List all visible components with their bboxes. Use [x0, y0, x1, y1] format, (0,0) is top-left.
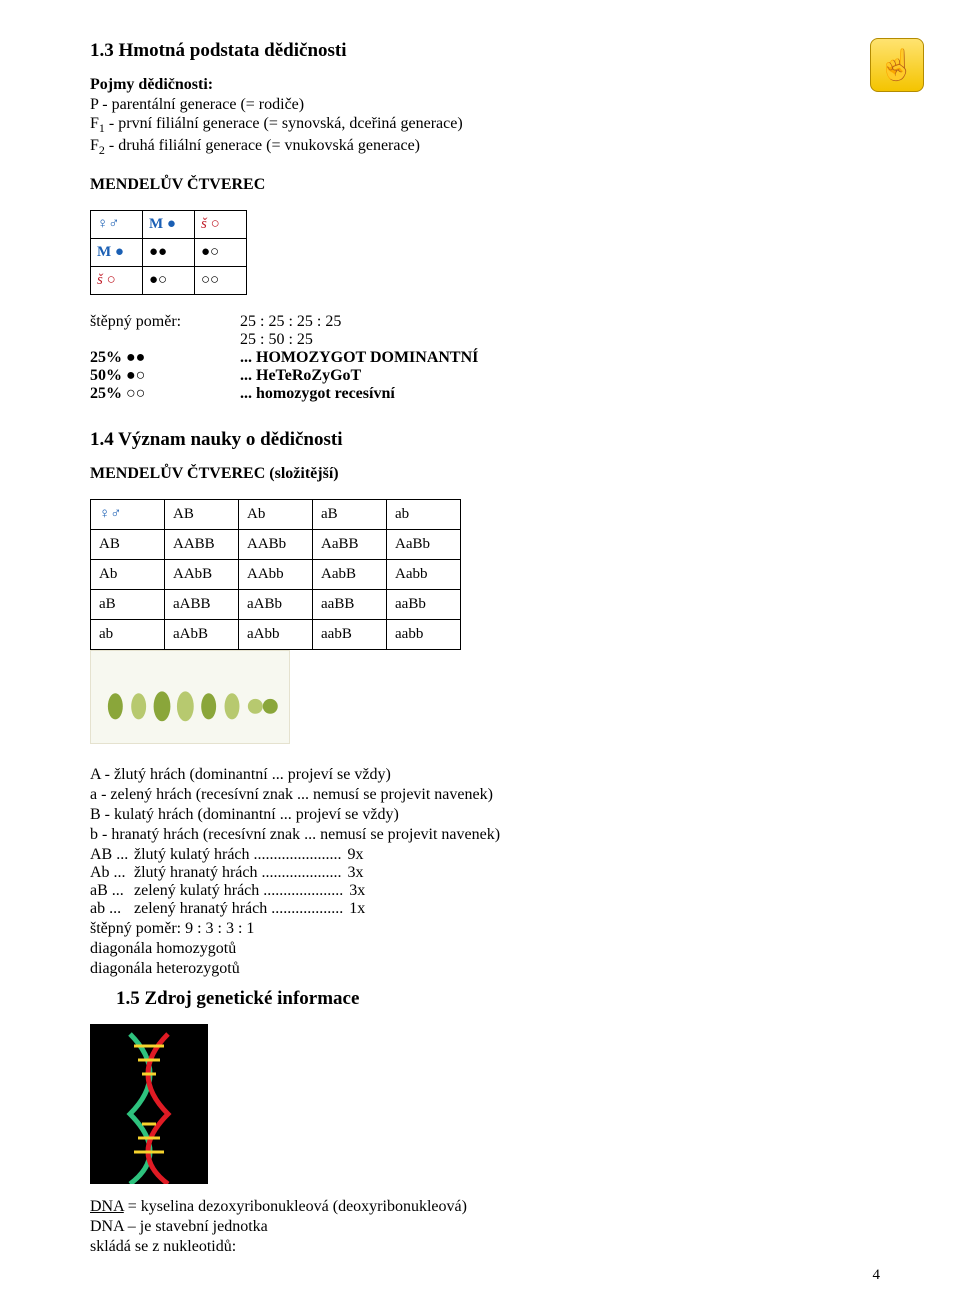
def-F1-post: - první filiální generace (= synovská, d… [105, 115, 463, 132]
ratio-lab-5: 25% ○○ [90, 385, 240, 403]
p2-r4c2: aAbb [239, 620, 313, 650]
p2-r4c0: ab [91, 620, 165, 650]
page-number: 4 [873, 1267, 881, 1284]
p2-r2c3: AabB [313, 560, 387, 590]
note-a: a - zelený hrách (recesívní znak ... nem… [90, 786, 900, 804]
p2-r2c1: AAbB [165, 560, 239, 590]
ratio-lab-3: 25% ●● [90, 349, 240, 367]
p2-h4: ab [387, 500, 461, 530]
ratio-block: štěpný poměr:25 : 25 : 25 : 25 25 : 50 :… [90, 313, 900, 403]
p-col-s: š ○ [201, 216, 220, 232]
p2-r3c0: aB [91, 590, 165, 620]
note-icon: ☝ [870, 38, 924, 92]
p2-r1c0: AB [91, 530, 165, 560]
diag-hetero: diagonála heterozygotů [90, 960, 900, 978]
p2-r1c3: AaBB [313, 530, 387, 560]
p2-r1c2: AABb [239, 530, 313, 560]
pojmy-heading: Pojmy dědičnosti: [90, 76, 900, 94]
legend-block: A - žlutý hrách (dominantní ... projeví … [90, 766, 900, 978]
note-B: B - kulatý hrách (dominantní ... projeví… [90, 806, 900, 824]
p2-r2c0: Ab [91, 560, 165, 590]
dna-underline: DNA [90, 1198, 124, 1215]
ab4b: zelený hranatý hrách .................. [134, 900, 343, 918]
dna-block: DNA = kyselina dezoxyribonukleová (deoxy… [90, 1198, 900, 1256]
p-21: ●○ [143, 267, 195, 295]
mendel-label: MENDELŮV ČTVEREC [90, 176, 900, 194]
ratio-val-3: ... HOMOZYGOT DOMINANTNÍ [240, 349, 478, 367]
punnett-4x4: ♀♂ AB Ab aB ab AB AABB AABb AaBB AaBb Ab… [90, 499, 461, 650]
p2-h2: Ab [239, 500, 313, 530]
p2-r3c2: aABb [239, 590, 313, 620]
ratio-lab-1: štěpný poměr: [90, 313, 240, 331]
p2-h0: ♀♂ [99, 506, 122, 522]
p2-r4c1: aAbB [165, 620, 239, 650]
ab4a: ab ... [90, 900, 134, 918]
p-row-s: š ○ [97, 272, 116, 288]
section-1-5-title: 1.5 Zdroj genetické informace [116, 988, 900, 1010]
p2-r1c4: AaBb [387, 530, 461, 560]
punnett-2x2: ♀♂ M ● š ○ M ● ●● ●○ š ○ ●○ ○○ [90, 210, 247, 295]
def-F2-post: - druhá filiální generace (= vnukovská g… [105, 137, 420, 154]
ratio-val-2: 25 : 50 : 25 [240, 331, 313, 349]
ratio-val-1: 25 : 25 : 25 : 25 [240, 313, 341, 331]
p2-r4c4: aabb [387, 620, 461, 650]
dna-line-1: DNA = kyselina dezoxyribonukleová (deoxy… [90, 1198, 900, 1216]
ab2b: žlutý hranatý hrách .................... [134, 864, 342, 882]
p2-r1c1: AABB [165, 530, 239, 560]
dna-image [90, 1024, 208, 1184]
mendel-2-label: MENDELŮV ČTVEREC (složitější) [90, 465, 900, 483]
ab2c: 3x [348, 864, 364, 882]
p2-r2c4: Aabb [387, 560, 461, 590]
note-b: b - hranatý hrách (recesívní znak ... ne… [90, 826, 900, 844]
split-ratio: štěpný poměr: 9 : 3 : 3 : 1 [90, 920, 900, 938]
ab3a: aB ... [90, 882, 134, 900]
section-1-4-title: 1.4 Význam nauky o dědičnosti [90, 429, 900, 451]
ratio-lab-2 [90, 331, 240, 349]
dna-line-2: DNA – je stavební jednotka [90, 1218, 900, 1236]
ratio-lab-4: 50% ●○ [90, 367, 240, 385]
p-12: ●○ [195, 239, 247, 267]
dna-line-3: skládá se z nukleotidů: [90, 1238, 900, 1256]
ab1c: 9x [348, 846, 364, 864]
def-P: P - parentální generace (= rodiče) [90, 96, 900, 114]
p2-h1: AB [165, 500, 239, 530]
p2-r3c3: aaBB [313, 590, 387, 620]
def-F2-pre: F [90, 137, 99, 154]
p2-r4c3: aabB [313, 620, 387, 650]
section-1-3-title: 1.3 Hmotná podstata dědičnosti [90, 40, 900, 62]
gender-sym: ♀♂ [97, 216, 120, 232]
p2-r2c2: AAbb [239, 560, 313, 590]
note-A: A - žlutý hrách (dominantní ... projeví … [90, 766, 900, 784]
p-11: ●● [143, 239, 195, 267]
ab1b: žlutý kulatý hrách .....................… [134, 846, 342, 864]
ab3c: 3x [349, 882, 365, 900]
p2-r3c4: aaBb [387, 590, 461, 620]
pea-traits-image [90, 650, 290, 744]
def-F2: F2 - druhá filiální generace (= vnukovsk… [90, 137, 900, 158]
ratio-val-5: ... homozygot recesívní [240, 385, 395, 403]
ratio-val-4: ... HeTeRoZyGoT [240, 367, 361, 385]
ab3b: zelený kulatý hrách .................... [134, 882, 343, 900]
ab4c: 1x [349, 900, 365, 918]
p-col-M: M ● [149, 216, 176, 232]
p-22: ○○ [195, 267, 247, 295]
def-F1: F1 - první filiální generace (= synovská… [90, 115, 900, 136]
def-F1-pre: F [90, 115, 99, 132]
p2-h3: aB [313, 500, 387, 530]
ab2a: Ab ... [90, 864, 134, 882]
ab1a: AB ... [90, 846, 134, 864]
dna-line-1b: = kyselina dezoxyribonukleová (deoxyribo… [124, 1198, 467, 1215]
p-row-M: M ● [97, 244, 124, 260]
diag-homo: diagonála homozygotů [90, 940, 900, 958]
p2-r3c1: aABB [165, 590, 239, 620]
